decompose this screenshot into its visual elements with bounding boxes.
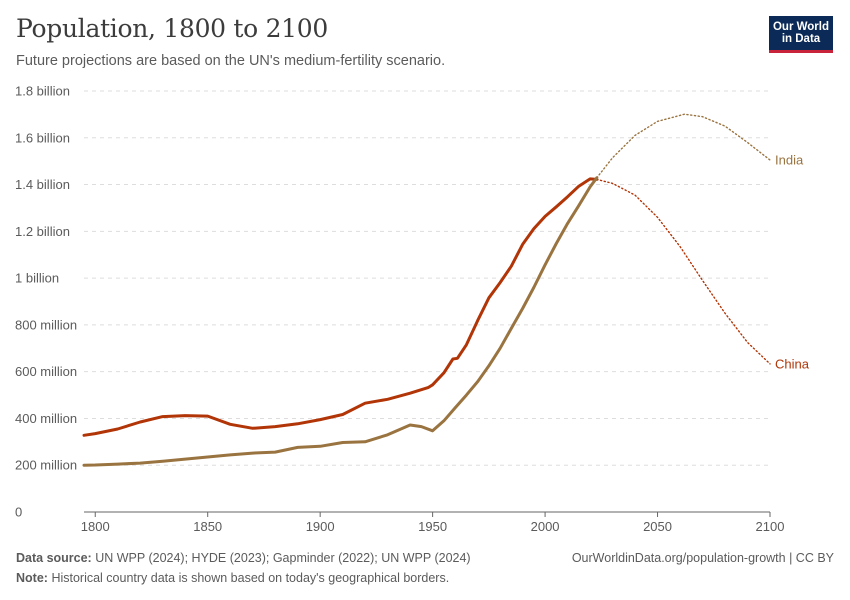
- chart-subtitle: Future projections are based on the UN's…: [16, 53, 446, 69]
- india-projection-line: [596, 113, 771, 179]
- y-tick-label: 800 million: [15, 317, 77, 332]
- x-tick-label: 1900: [306, 519, 335, 534]
- china-series-label: China: [775, 356, 810, 371]
- note-label: Note:: [16, 571, 48, 585]
- data-source-line: Data source: UN WPP (2024); HYDE (2023);…: [16, 548, 471, 568]
- line-chart: 0 200 million 400 million 600 million 800 mi…: [15, 84, 810, 535]
- y-tick-label: 1.6 billion: [15, 130, 70, 145]
- x-tick-label: 2100: [756, 519, 785, 534]
- x-tick-label: 2000: [531, 519, 560, 534]
- y-tick-label: 1.2 billion: [15, 224, 70, 239]
- note-text: Historical country data is shown based o…: [51, 571, 450, 585]
- x-tick-label: 2050: [643, 519, 672, 534]
- note-line: Note: Historical country data is shown b…: [16, 568, 471, 588]
- china-historical-line: [82, 177, 599, 437]
- grid-layer: 0 200 million 400 million 600 million 800 mi…: [15, 84, 770, 520]
- india-historical-line: [82, 176, 599, 467]
- y-tick-label: 1.4 billion: [15, 177, 70, 192]
- y-tick-label: 0: [15, 505, 22, 520]
- y-tick-label: 1.8 billion: [15, 84, 70, 99]
- owid-logo[interactable]: Our World in Data: [769, 16, 833, 53]
- data-source-label: Data source:: [16, 551, 92, 565]
- x-axis: 1800 1850 1900 1950 2000 2050 2100: [81, 511, 785, 534]
- china-projection-line: [596, 178, 771, 365]
- x-tick-label: 1950: [418, 519, 447, 534]
- y-tick-label: 400 million: [15, 411, 77, 426]
- series-labels: China India: [775, 152, 810, 371]
- footer: Data source: UN WPP (2024); HYDE (2023);…: [16, 548, 471, 588]
- y-tick-label: 1 billion: [15, 271, 59, 286]
- x-tick-label: 1800: [81, 519, 110, 534]
- data-source-text[interactable]: UN WPP (2024); HYDE (2023); Gapminder (2…: [95, 551, 471, 565]
- chart-title: Population, 1800 to 2100: [16, 14, 328, 43]
- y-tick-label: 600 million: [15, 364, 77, 379]
- logo-line-1: Our World: [772, 21, 829, 33]
- india-series-label: India: [775, 152, 804, 167]
- logo-line-2: in Data: [781, 33, 821, 45]
- y-tick-label: 200 million: [15, 458, 77, 473]
- x-tick-label: 1850: [193, 519, 222, 534]
- series-layer: [82, 113, 771, 467]
- source-url-link[interactable]: OurWorldinData.org/population-growth | C…: [571, 551, 834, 565]
